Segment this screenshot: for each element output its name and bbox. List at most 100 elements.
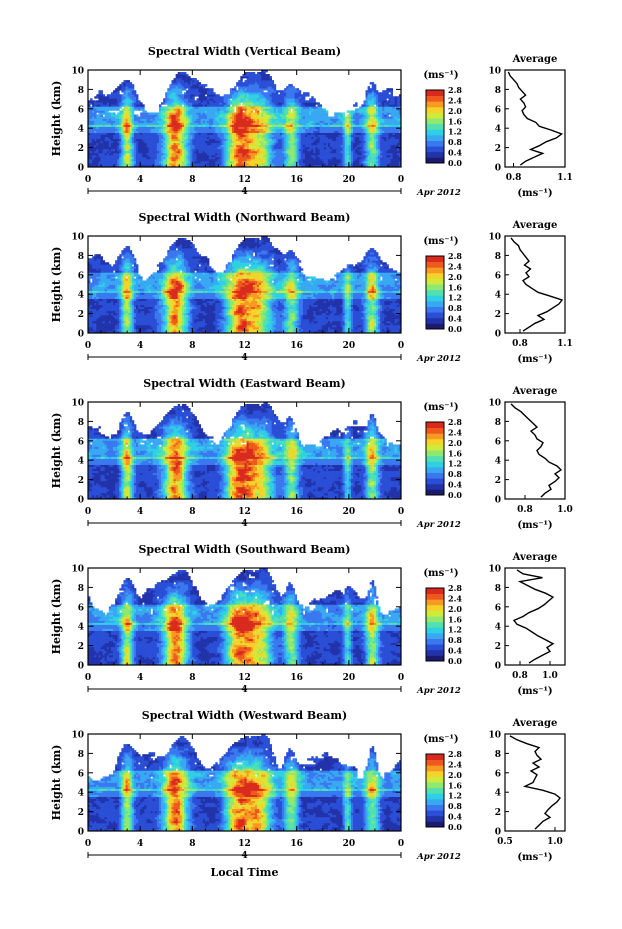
heatmap-cell (144, 129, 146, 131)
heatmap-cell (103, 104, 105, 106)
heatmap-cell (140, 127, 142, 129)
heatmap-cell (230, 100, 232, 102)
heatmap-cell (336, 147, 338, 149)
heatmap-cell (357, 153, 359, 155)
heatmap-cell (130, 123, 132, 125)
heatmap-cell (105, 147, 107, 149)
heatmap-cell (194, 88, 196, 90)
heatmap-cell (219, 127, 221, 129)
heatmap-cell (259, 157, 261, 159)
heatmap-cell (249, 108, 251, 110)
heatmap-cell (353, 119, 355, 121)
heatmap-cell (253, 114, 255, 116)
heatmap-cell (253, 119, 255, 121)
heatmap-cell (278, 98, 280, 100)
heatmap-cell (130, 151, 132, 153)
heatmap-cell (178, 90, 180, 92)
heatmap-cell (105, 116, 107, 118)
heatmap-cell (267, 86, 269, 88)
heatmap-cell (213, 116, 215, 118)
heatmap-cell (282, 161, 284, 163)
heatmap-cell (265, 139, 267, 141)
heatmap-cell (336, 145, 338, 147)
heatmap-cell (126, 149, 128, 151)
heatmap-cell (98, 98, 100, 100)
heatmap-cell (255, 143, 257, 145)
heatmap-cell (328, 135, 330, 137)
heatmap-cell (109, 104, 111, 106)
heatmap-cell (284, 123, 286, 125)
heatmap-cell (96, 94, 98, 96)
heatmap-cell (226, 151, 228, 153)
heatmap-cell (159, 157, 161, 159)
heatmap-cell (343, 121, 345, 123)
heatmap-cell (351, 153, 353, 155)
heatmap-cell (253, 92, 255, 94)
heatmap-cell (197, 147, 199, 149)
heatmap-cell (274, 129, 276, 131)
heatmap-cell (297, 153, 299, 155)
heatmap-cell (263, 121, 265, 123)
heatmap-cell (355, 112, 357, 114)
heatmap-cell (205, 88, 207, 90)
heatmap-cell (222, 137, 224, 139)
heatmap-cell (161, 139, 163, 141)
heatmap-cell (276, 155, 278, 157)
heatmap-cell (336, 139, 338, 141)
heatmap-cell (128, 147, 130, 149)
heatmap-cell (155, 141, 157, 143)
heatmap-cell (370, 137, 372, 139)
heatmap-cell (297, 141, 299, 143)
heatmap-cell (136, 145, 138, 147)
heatmap-cell (201, 90, 203, 92)
heatmap-cell (261, 94, 263, 96)
heatmap-cell (188, 119, 190, 121)
heatmap-cell (234, 112, 236, 114)
heatmap-cell (253, 94, 255, 96)
panel-1: Spectral Width (Vertical Beam)0246810Hei… (50, 45, 573, 199)
heatmap-cell (292, 121, 294, 123)
heatmap-cell (236, 104, 238, 106)
heatmap-cell (178, 137, 180, 139)
heatmap-cell (165, 137, 167, 139)
heatmap-cell (197, 159, 199, 161)
heatmap-cell (165, 141, 167, 143)
heatmap-cell (295, 112, 297, 114)
heatmap-cell (366, 131, 368, 133)
heatmap-cell (247, 149, 249, 151)
heatmap-cell (299, 110, 301, 112)
heatmap-cell (128, 121, 130, 123)
heatmap-cell (132, 104, 134, 106)
heatmap-cell (263, 114, 265, 116)
heatmap-cell (301, 96, 303, 98)
heatmap-cell (92, 119, 94, 121)
heatmap-cell (219, 123, 221, 125)
heatmap-cell (234, 116, 236, 118)
heatmap-cell (199, 116, 201, 118)
heatmap-cell (330, 131, 332, 133)
heatmap-cell (263, 163, 265, 165)
heatmap-cell (153, 145, 155, 147)
heatmap-cell (130, 90, 132, 92)
heatmap-cell (209, 153, 211, 155)
heatmap-cell (255, 137, 257, 139)
heatmap-cell (165, 157, 167, 159)
heatmap-cell (211, 114, 213, 116)
heatmap-cell (234, 123, 236, 125)
heatmap-cell (236, 90, 238, 92)
heatmap-cell (128, 112, 130, 114)
heatmap-cell (261, 145, 263, 147)
heatmap-cell (228, 123, 230, 125)
heatmap-cell (255, 119, 257, 121)
heatmap-cell (311, 121, 313, 123)
heatmap-cell (163, 151, 165, 153)
heatmap-cell (257, 86, 259, 88)
heatmap-cell (251, 139, 253, 141)
heatmap-cell (232, 98, 234, 100)
heatmap-cell (169, 100, 171, 102)
heatmap-cell (340, 161, 342, 163)
heatmap-cell (201, 100, 203, 102)
heatmap-cell (334, 123, 336, 125)
heatmap-cell (313, 108, 315, 110)
heatmap-cell (151, 114, 153, 116)
